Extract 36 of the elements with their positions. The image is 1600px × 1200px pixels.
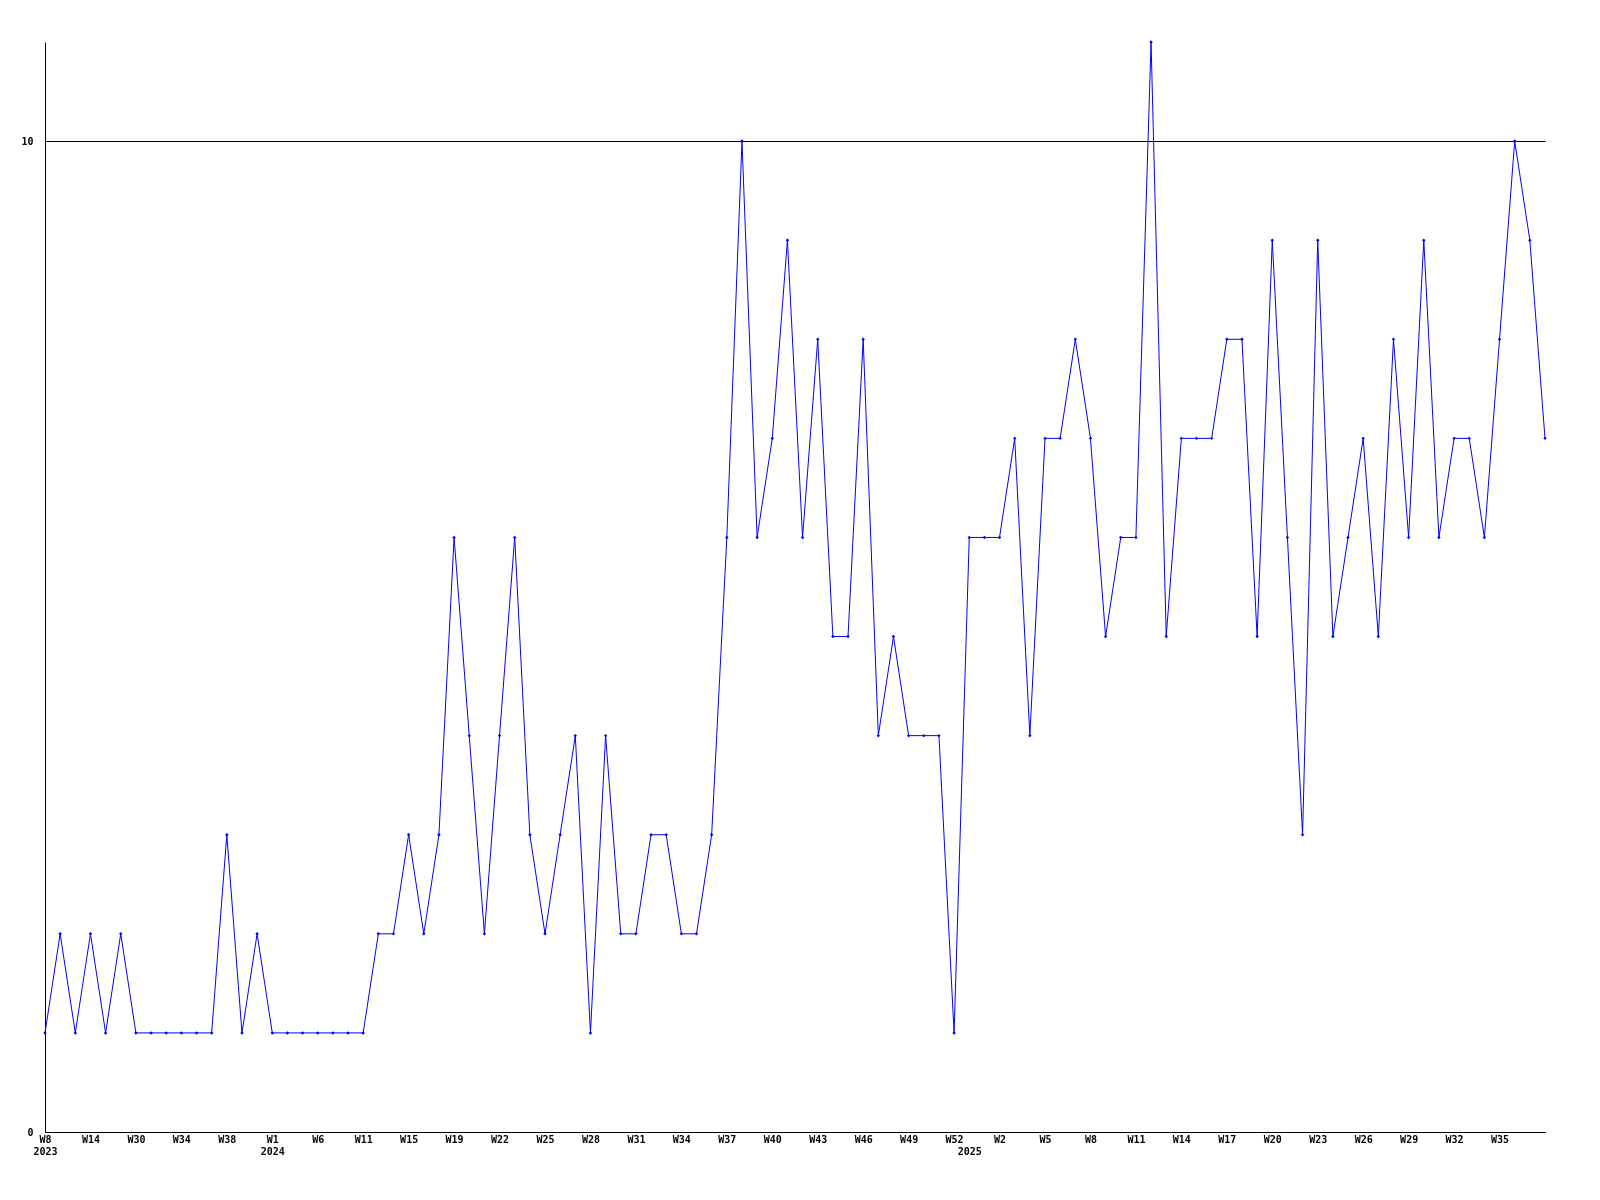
x-tick-label: W30 (127, 1133, 146, 1145)
x-tick-label: W37 (718, 1133, 737, 1145)
x-tick-label: W14 (81, 1133, 100, 1145)
x-tick-label: W19 (445, 1133, 464, 1145)
y-tick-label: 10 (21, 135, 34, 147)
x-tick-label: W32 (1445, 1133, 1464, 1145)
x-tick-label: W8 (1084, 1133, 1097, 1145)
x-tick-label: W26 (1354, 1133, 1373, 1145)
x-tick-label: W46 (854, 1133, 873, 1145)
x-tick-label: 2025 (957, 1145, 982, 1157)
x-tick-label: W8 2023 (33, 1133, 58, 1157)
x-tick-label: W1 2024 (260, 1133, 285, 1157)
x-tick-label: W2 (994, 1133, 1007, 1145)
x-tick-label: W49 (900, 1133, 919, 1145)
x-tick-label: W6 (312, 1133, 325, 1145)
x-tick-label: W31 (627, 1133, 646, 1145)
x-tick-label: W11 (1127, 1133, 1146, 1145)
x-tick-label: W40 (763, 1133, 782, 1145)
x-tick-label: W52 (945, 1133, 964, 1145)
x-tick-label: W5 (1039, 1133, 1052, 1145)
x-tick-label: W28 (581, 1133, 600, 1145)
x-tick-label: W34 (672, 1133, 691, 1145)
x-tick-label: W29 (1400, 1133, 1419, 1145)
x-tick-label: W38 (218, 1133, 237, 1145)
x-tick-label: W17 (1218, 1133, 1237, 1145)
x-tick-label: W20 (1263, 1133, 1282, 1145)
x-tick-label: W11 (354, 1133, 373, 1145)
x-tick-label: W25 (536, 1133, 555, 1145)
x-tick-label: W35 (1491, 1133, 1510, 1145)
x-tick-label: W15 (400, 1133, 419, 1145)
x-tick-label: W22 (491, 1133, 510, 1145)
x-tick-label: W43 (809, 1133, 828, 1145)
x-tick-label: W34 (172, 1133, 191, 1145)
x-tick-label: W23 (1309, 1133, 1328, 1145)
y-tick-label: 0 (27, 1126, 34, 1138)
x-tick-label: W14 (1172, 1133, 1191, 1145)
